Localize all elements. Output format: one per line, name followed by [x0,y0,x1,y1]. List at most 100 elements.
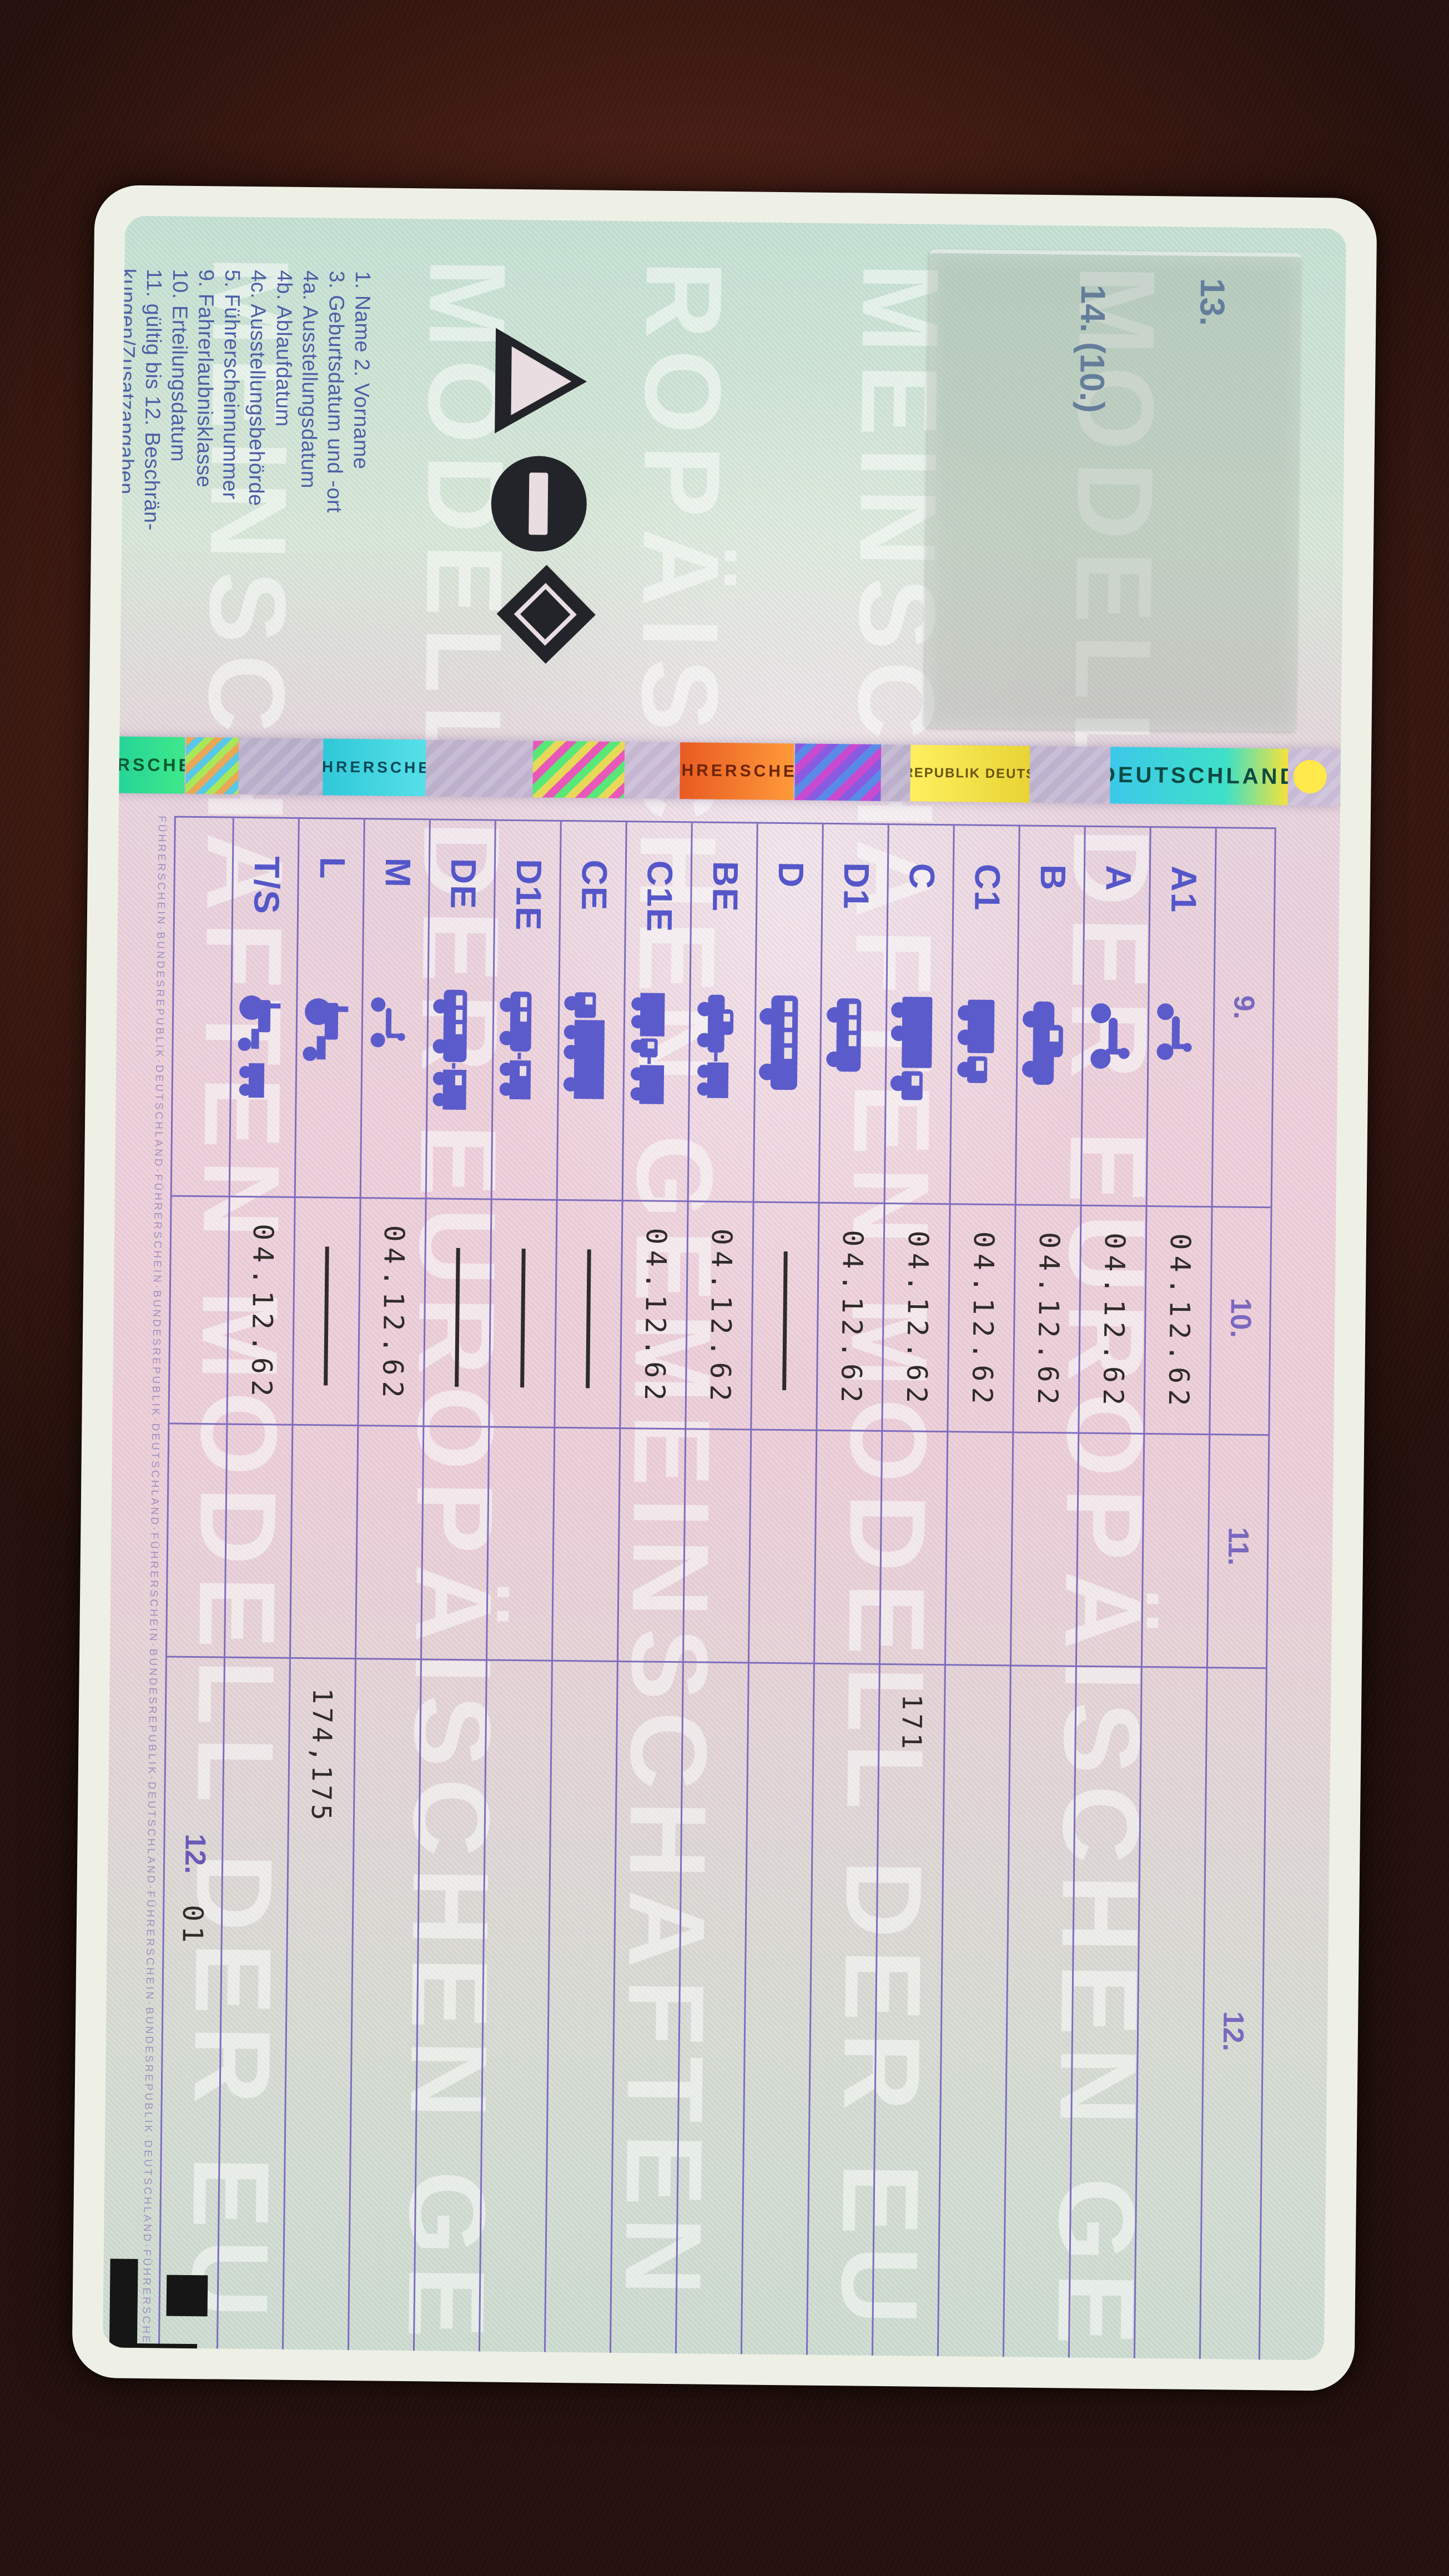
date-granted: 04.12.62 [245,1223,280,1402]
category-label: B [1033,864,1074,892]
truck-trailer-icon [561,983,621,1189]
card-print-area: MODELL DER EUROPÄISCHEN GE MEINSCHAFTEN … [102,215,1347,2361]
restriction-codes [265,1688,273,2354]
date-granted: 04.12.62 [638,1227,673,1406]
holo-segment-fuehrerschein-orange: FÜHRERSCHEIN [680,742,794,801]
restriction-codes [527,1690,535,2356]
date-granted: 04.12.62 [703,1228,738,1407]
restriction-codes [658,1692,666,2358]
category-label: C [902,863,943,890]
date-granted: 04.12.62 [1031,1231,1066,1411]
table-row-d1: D1 04.12.62 [805,824,888,2361]
table-row-b: B 04.12.62 [1002,826,1084,2361]
legend-line: 5. Führerscheinnummer [218,269,244,500]
category-label: A [1098,865,1139,892]
table-row-c1: C1 04.12.62 [936,826,1019,2361]
category-label: D1E [508,858,550,932]
restriction-codes [855,1694,862,2360]
restriction-codes [462,1689,469,2356]
light-truck-trailer-icon [626,983,686,1189]
restriction-codes [724,1692,731,2358]
date-granted: 04.12.62 [1162,1233,1197,1412]
holo-dot [1293,759,1327,794]
field-legend: 1. Name 2. Vorname 3. Geburtsdatum und -… [109,268,375,748]
minibus-trailer-icon [495,982,555,1188]
date-granted: 04.12.62 [1096,1232,1131,1411]
holo-segment-deutschland: DEUTSCHLAND [1110,747,1289,806]
restriction-codes: 171 [895,1694,928,1753]
category-label: CE [574,859,615,912]
table-row-d1e: D1E — [478,821,560,2361]
category-label: D [771,861,812,889]
restriction-codes [789,1693,797,2359]
diamond-icon [496,565,596,664]
row-12-restriction-value: 01 [176,1904,209,1948]
car-trailer-icon [692,984,752,1190]
moped-icon [364,980,424,1186]
holo-segment-fuehrerschein-green: FÜHRERSCHEIN [102,736,185,794]
table-row-a: A 04.12.62 [1067,827,1150,2361]
warning-triangle-icon [495,328,588,435]
holo-segment-bundesrepublik: BUNDESREPUBLIK DEUTSCHLAND [910,744,1030,803]
header-col-11: 11. [1221,1527,1255,1566]
category-label: T/S [246,856,288,915]
legend-line: 4c. Ausstellungsbehörde [244,269,270,506]
holo-rainbow-chevrons [532,741,625,799]
minibus-icon [823,985,883,1191]
legend-line: kungen/Zusatzangaben [113,268,140,495]
date-granted: 04.12.62 [834,1230,869,1408]
not-granted-dash: — [539,1227,541,1427]
restriction-codes: 174,175 [305,1688,338,1824]
legend-line: 4a. Ausstellungsdatum [296,270,323,489]
holo-rainbow-chevrons [794,743,882,801]
category-label: L [312,857,353,881]
not-granted-dash: — [801,1229,803,1429]
holo-segment-fuehrerschein-cyan: FÜHRERSCHEIN [323,738,426,797]
category-label: D1 [836,862,877,910]
restriction-codes [986,1695,993,2360]
truck-icon [888,986,948,1192]
header-col-9: 9. [1227,995,1260,1020]
restriction-codes [1183,1697,1190,2361]
bus-trailer-icon [430,981,490,1187]
car-icon [1019,988,1079,1194]
tactile-mark [103,2258,220,2361]
tractor-trailer-icon [233,979,293,1185]
legend-line: 9. Fahrerlaubnisklasse [192,269,218,488]
category-label: M [378,857,419,889]
table-row-ce: CE — [543,821,626,2361]
light-motorcycle-icon [1150,989,1210,1195]
table-row-c: C 04.12.62 171 [871,825,953,2361]
not-granted-dash: — [474,1226,476,1426]
header-col-10: 10. [1224,1297,1257,1339]
motorcycle-icon [1085,988,1145,1194]
date-granted: 04.12.62 [376,1225,411,1403]
category-label: BE [705,861,746,913]
table-row-be: BE 04.12.62 [674,823,757,2361]
restriction-codes [1051,1695,1059,2360]
legend-line: 10. Erteilungsdatum [166,269,192,462]
light-truck-icon [954,987,1014,1193]
legend-line: 3. Geburtsdatum und -ort [322,270,349,514]
pictogram-row [478,328,596,690]
table-row-c1e: C1E 04.12.62 [608,822,691,2361]
holo-rainbow-chevrons [185,737,239,794]
tractor-icon [299,980,359,1186]
category-label: C1E [639,860,681,933]
not-granted-dash: — [343,1225,345,1425]
row-12-label: 12. [178,1833,212,1874]
legend-line: 11. gültig bis 12. Beschrän- [139,268,166,531]
table-row-l: L — 174,175 [281,818,364,2361]
table-row-d: D — [739,823,822,2361]
date-granted: 04.12.62 [965,1231,1000,1410]
not-granted-dash: — [605,1227,607,1427]
bus-icon [757,985,817,1191]
category-label: DE [443,858,484,910]
prohibition-circle-icon [490,455,587,552]
category-table: 9. 10. 11. 12. A1 04.12.62 A 04.12.62 [158,816,1276,2361]
category-label: A1 [1164,866,1205,914]
header-col-12: 12. [1216,2011,1250,2052]
restriction-codes [593,1691,600,2357]
category-label: C1 [967,863,1008,912]
